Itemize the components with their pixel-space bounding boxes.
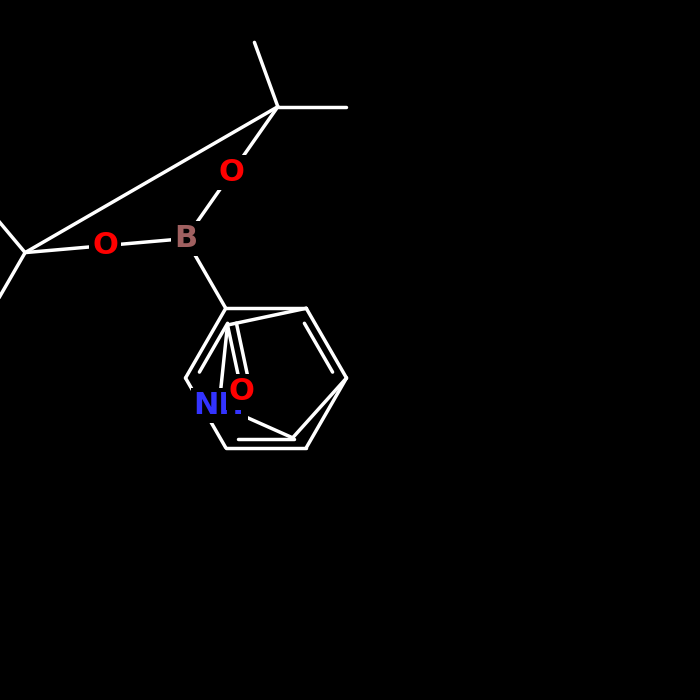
Text: B: B xyxy=(174,224,197,253)
Text: O: O xyxy=(92,231,118,260)
Text: O: O xyxy=(218,158,244,187)
Text: O: O xyxy=(229,377,255,407)
Text: NH: NH xyxy=(194,391,244,419)
